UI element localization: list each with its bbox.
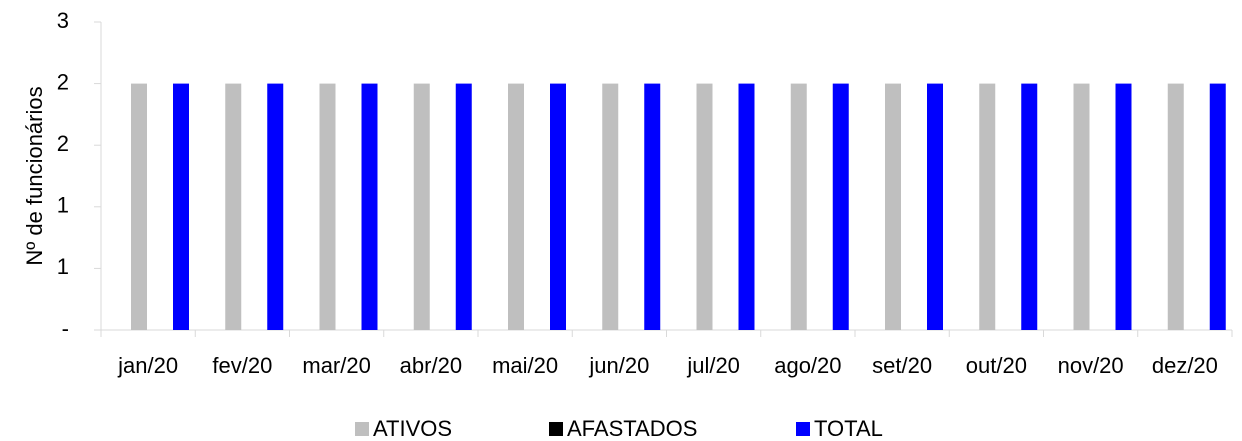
bar — [790, 83, 807, 330]
bar — [413, 83, 430, 330]
bar — [361, 83, 378, 330]
legend-label: TOTAL — [814, 416, 883, 441]
x-tick-label: mar/20 — [302, 353, 370, 378]
y-tick-label: 1 — [57, 193, 69, 218]
x-tick-label: jun/20 — [588, 353, 649, 378]
bar — [1021, 83, 1038, 330]
y-tick-label: - — [62, 316, 69, 341]
bar — [550, 83, 566, 330]
x-tick-label: mai/20 — [492, 353, 558, 378]
legend-swatch — [549, 422, 563, 436]
y-tick-label: 2 — [57, 131, 69, 156]
x-tick-label: fev/20 — [212, 353, 272, 378]
bar — [979, 83, 996, 330]
legend-swatch — [796, 422, 810, 436]
bar — [173, 83, 189, 330]
bar — [267, 83, 284, 330]
bar — [696, 83, 713, 330]
legend-label: ATIVOS — [373, 416, 452, 441]
bar — [738, 83, 755, 330]
x-tick-label: set/20 — [872, 353, 932, 378]
x-tick-label: out/20 — [966, 353, 1027, 378]
bar — [508, 83, 524, 330]
x-tick-label: jul/20 — [686, 353, 740, 378]
x-tick-label: dez/20 — [1152, 353, 1218, 378]
bar — [885, 83, 901, 330]
y-tick-label: 1 — [57, 254, 69, 279]
x-tick-label: abr/20 — [400, 353, 462, 378]
bar — [319, 83, 336, 330]
bar — [644, 83, 661, 330]
y-tick-label: 3 — [57, 8, 69, 33]
bar — [1073, 83, 1090, 330]
bar — [832, 83, 849, 330]
x-tick-label: ago/20 — [774, 353, 841, 378]
bar — [131, 83, 147, 330]
y-axis-label: Nº de funcionários — [22, 86, 47, 265]
x-tick-label: nov/20 — [1058, 353, 1124, 378]
bar — [1167, 83, 1184, 330]
x-tick-label: jan/20 — [117, 353, 178, 378]
bar — [927, 83, 943, 330]
bar — [1115, 83, 1132, 330]
legend-label: AFASTADOS — [567, 416, 697, 441]
legend-swatch — [355, 422, 369, 436]
bar — [455, 83, 472, 330]
bar — [1209, 83, 1226, 330]
y-tick-label: 2 — [57, 69, 69, 94]
bar — [602, 83, 619, 330]
bar — [225, 83, 242, 330]
